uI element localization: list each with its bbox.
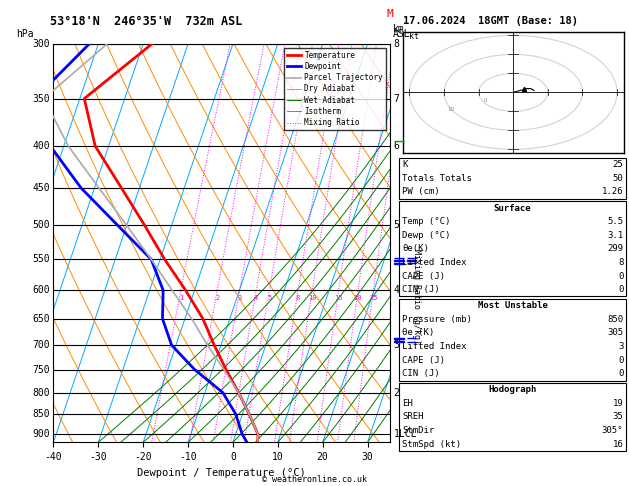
- Text: 305: 305: [607, 329, 623, 337]
- Text: StmSpd (kt): StmSpd (kt): [402, 440, 461, 449]
- Text: Lifted Index: Lifted Index: [402, 258, 467, 267]
- Text: ASL: ASL: [393, 29, 411, 39]
- Legend: Temperature, Dewpoint, Parcel Trajectory, Dry Adiabat, Wet Adiabat, Isotherm, Mi: Temperature, Dewpoint, Parcel Trajectory…: [284, 48, 386, 130]
- Text: 0: 0: [618, 356, 623, 364]
- Text: km: km: [393, 24, 405, 34]
- Text: kt: kt: [409, 32, 420, 41]
- Text: PW (cm): PW (cm): [402, 188, 440, 196]
- Text: 300: 300: [32, 39, 50, 49]
- Text: 900: 900: [32, 430, 50, 439]
- Text: 0: 0: [484, 98, 487, 103]
- Text: 700: 700: [32, 340, 50, 350]
- Text: 15: 15: [335, 295, 343, 301]
- Text: Mixing Ratio (g/kg): Mixing Ratio (g/kg): [413, 249, 421, 344]
- Text: 800: 800: [32, 387, 50, 398]
- Text: 50: 50: [613, 174, 623, 183]
- Text: 53°18'N  246°35'W  732m ASL: 53°18'N 246°35'W 732m ASL: [50, 16, 243, 28]
- Text: 19: 19: [613, 399, 623, 408]
- Text: Pressure (mb): Pressure (mb): [402, 315, 472, 324]
- X-axis label: Dewpoint / Temperature (°C): Dewpoint / Temperature (°C): [137, 468, 306, 478]
- Text: Temp (°C): Temp (°C): [402, 217, 450, 226]
- Text: 8: 8: [296, 295, 300, 301]
- Text: 5: 5: [394, 221, 399, 230]
- Text: 750: 750: [32, 364, 50, 375]
- Text: 500: 500: [32, 221, 50, 230]
- Text: 16: 16: [613, 440, 623, 449]
- Text: 3: 3: [394, 340, 399, 350]
- Text: 0: 0: [618, 272, 623, 280]
- Text: M: M: [386, 9, 393, 18]
- Text: 4: 4: [394, 285, 399, 295]
- Text: EH: EH: [402, 399, 413, 408]
- Text: 0: 0: [618, 285, 623, 294]
- Text: 3.1: 3.1: [607, 231, 623, 240]
- Text: Hodograph: Hodograph: [489, 385, 537, 394]
- Text: θe (K): θe (K): [402, 329, 434, 337]
- Text: Totals Totals: Totals Totals: [402, 174, 472, 183]
- Text: 299: 299: [607, 244, 623, 253]
- Text: 3: 3: [238, 295, 242, 301]
- Text: 850: 850: [32, 409, 50, 419]
- Text: Surface: Surface: [494, 204, 532, 212]
- Text: StmDir: StmDir: [402, 426, 434, 435]
- Text: 450: 450: [32, 183, 50, 193]
- Text: 1.26: 1.26: [602, 188, 623, 196]
- Text: 550: 550: [32, 254, 50, 264]
- Text: 1LCL: 1LCL: [394, 430, 417, 439]
- Text: 350: 350: [32, 94, 50, 104]
- Text: 10: 10: [308, 295, 316, 301]
- Text: CIN (J): CIN (J): [402, 285, 440, 294]
- Text: 8: 8: [618, 258, 623, 267]
- Text: 650: 650: [32, 313, 50, 324]
- Text: 17.06.2024  18GMT (Base: 18): 17.06.2024 18GMT (Base: 18): [403, 16, 577, 26]
- Text: 400: 400: [32, 141, 50, 151]
- Text: Dewp (°C): Dewp (°C): [402, 231, 450, 240]
- Text: 7: 7: [394, 94, 399, 104]
- Text: © weatheronline.co.uk: © weatheronline.co.uk: [262, 474, 367, 484]
- Text: 2: 2: [215, 295, 220, 301]
- Text: Lifted Index: Lifted Index: [402, 342, 467, 351]
- Text: 305°: 305°: [602, 426, 623, 435]
- Text: 4: 4: [254, 295, 259, 301]
- Text: 600: 600: [32, 285, 50, 295]
- Text: CAPE (J): CAPE (J): [402, 356, 445, 364]
- Text: 10: 10: [447, 107, 455, 112]
- Text: 35: 35: [613, 413, 623, 421]
- Text: 3: 3: [618, 342, 623, 351]
- Text: 25: 25: [369, 295, 377, 301]
- Text: 8: 8: [394, 39, 399, 49]
- Text: K: K: [402, 160, 408, 169]
- Text: 5: 5: [267, 295, 272, 301]
- Text: θe(K): θe(K): [402, 244, 429, 253]
- Text: 2: 2: [394, 387, 399, 398]
- Text: Most Unstable: Most Unstable: [477, 301, 548, 310]
- Text: 850: 850: [607, 315, 623, 324]
- Text: 0: 0: [618, 369, 623, 378]
- Text: CAPE (J): CAPE (J): [402, 272, 445, 280]
- Text: CIN (J): CIN (J): [402, 369, 440, 378]
- Text: 6: 6: [394, 141, 399, 151]
- Text: 1: 1: [179, 295, 183, 301]
- Text: 25: 25: [613, 160, 623, 169]
- Text: SREH: SREH: [402, 413, 423, 421]
- Text: 5.5: 5.5: [607, 217, 623, 226]
- Text: hPa: hPa: [16, 29, 33, 39]
- Text: 20: 20: [354, 295, 362, 301]
